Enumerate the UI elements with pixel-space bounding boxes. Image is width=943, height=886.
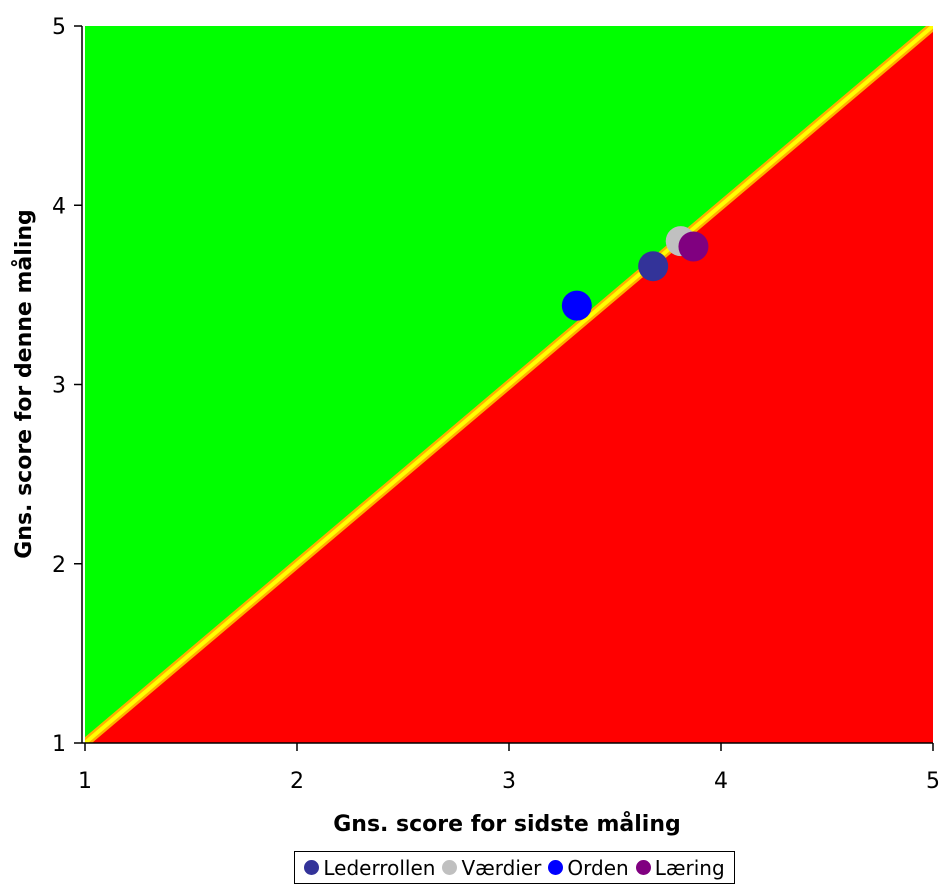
legend: Lederrollen Værdier Orden Læring <box>294 851 735 884</box>
diagonal-line <box>85 26 933 743</box>
data-point-orden <box>561 290 592 321</box>
legend-label: Læring <box>654 855 725 880</box>
x-tick-label: 3 <box>502 769 516 794</box>
y-tick-label: 2 <box>52 553 66 578</box>
legend-marker <box>442 860 458 875</box>
y-tick-label: 4 <box>52 194 66 219</box>
legend-label: Orden <box>567 855 629 880</box>
legend-item: Orden <box>548 855 629 880</box>
x-tick-label: 4 <box>714 769 728 794</box>
x-axis-title: Gns. score for sidste måling <box>333 811 681 837</box>
x-tick-label: 2 <box>290 769 304 794</box>
y-tick-label: 3 <box>52 374 66 399</box>
x-tick-label: 5 <box>926 769 940 794</box>
y-axis-title: Gns. score for denne måling <box>11 209 37 559</box>
legend-item: Værdier <box>442 856 541 880</box>
y-tick-label: 1 <box>52 732 66 757</box>
legend-label: Lederrollen <box>323 855 436 880</box>
x-tick-label: 1 <box>78 769 92 794</box>
y-tick-label: 5 <box>52 15 66 40</box>
legend-marker <box>548 860 564 875</box>
legend-item: Lederrollen <box>304 856 435 880</box>
legend-item: Læring <box>635 855 725 880</box>
data-point-lederrollen <box>638 251 669 282</box>
data-point-læring <box>678 231 709 262</box>
legend-marker <box>635 860 651 875</box>
legend-label: Værdier <box>461 855 542 880</box>
legend-marker <box>304 860 320 875</box>
